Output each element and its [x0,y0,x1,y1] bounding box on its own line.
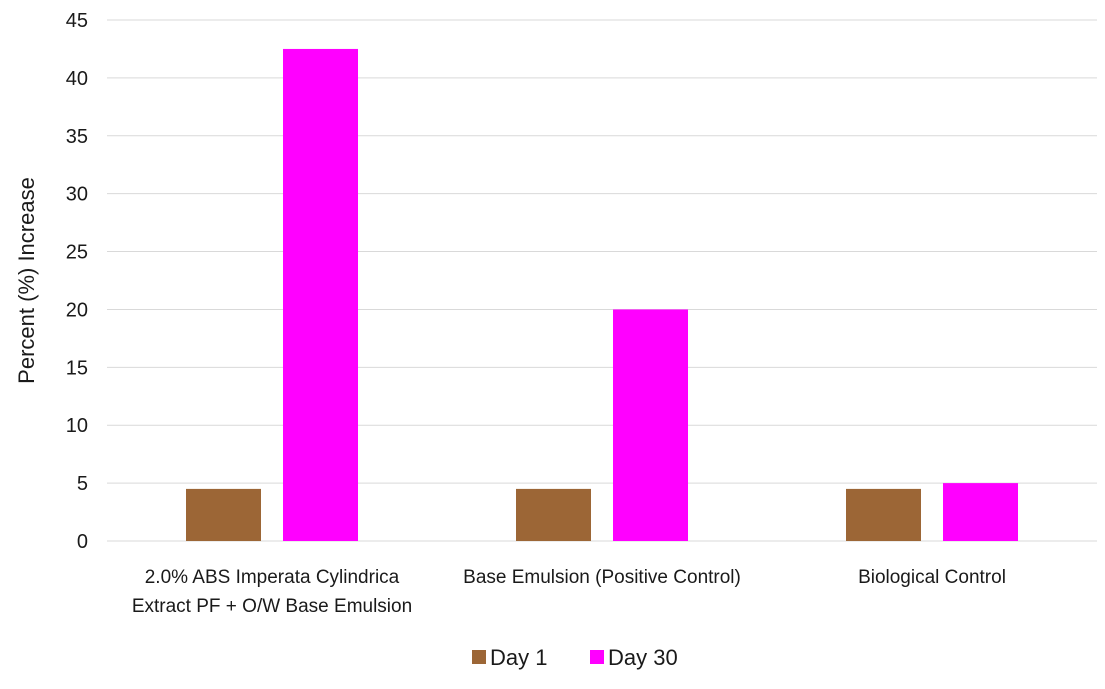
bar-day-1 [846,488,921,541]
bar-day-30 [613,309,688,541]
bar-day-1 [516,488,591,541]
y-tick-label: 20 [66,299,88,321]
y-tick-label: 0 [77,531,88,553]
bar-day-30 [283,48,358,541]
legend-swatch [472,650,486,664]
y-tick-label: 30 [66,184,88,206]
bar-day-1 [186,488,261,541]
y-tick-label: 45 [66,10,88,32]
legend-label: Day 1 [490,645,547,670]
category-label: Biological Control [858,567,1006,588]
y-axis-ticks: 0 5 10 15 20 25 30 35 40 45 [66,10,88,553]
category-label: 2.0% ABS Imperata Cylindrica Extract PF +… [132,567,412,617]
category-labels: 2.0% ABS Imperata Cylindrica Extract PF +… [132,567,1006,617]
bar-day-30 [943,483,1018,541]
category-label: Base Emulsion (Positive Control) [463,567,741,588]
legend: Day 1 Day 30 [472,645,678,670]
y-tick-label: 40 [66,68,88,90]
y-tick-label: 35 [66,126,88,148]
y-tick-label: 15 [66,357,88,379]
y-tick-label: 25 [66,242,88,264]
y-tick-label: 5 [77,473,88,495]
gridlines [107,19,1097,542]
y-axis-label: Percent (%) Increase [14,177,39,384]
legend-swatch [590,650,604,664]
legend-label: Day 30 [608,645,678,670]
y-tick-label: 10 [66,415,88,437]
bars [186,48,1018,541]
